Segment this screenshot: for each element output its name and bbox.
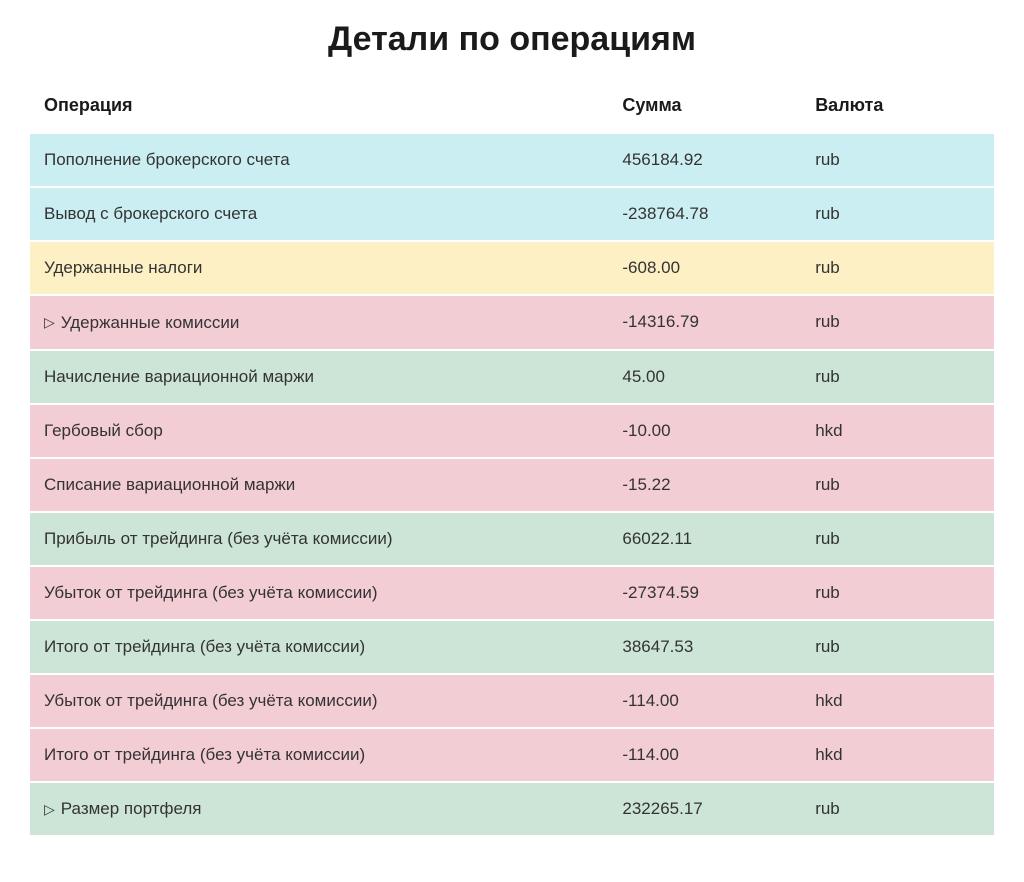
cell-currency: rub [801, 295, 994, 350]
table-row: Вывод с брокерского счета-238764.78rub [30, 187, 994, 241]
table-row: Итого от трейдинга (без учёта комиссии)3… [30, 620, 994, 674]
cell-sum: -608.00 [608, 241, 801, 295]
cell-sum: -14316.79 [608, 295, 801, 350]
table-row: Списание вариационной маржи-15.22rub [30, 458, 994, 512]
cell-sum: 456184.92 [608, 133, 801, 187]
cell-currency: rub [801, 241, 994, 295]
cell-operation: Убыток от трейдинга (без учёта комиссии) [30, 566, 608, 620]
cell-currency: rub [801, 512, 994, 566]
table-header-row: Операция Сумма Валюта [30, 83, 994, 133]
table-row: Убыток от трейдинга (без учёта комиссии)… [30, 566, 994, 620]
cell-operation: Прибыль от трейдинга (без учёта комиссии… [30, 512, 608, 566]
cell-currency: hkd [801, 728, 994, 782]
page-title: Детали по операциям [30, 20, 994, 59]
table-row: Итого от трейдинга (без учёта комиссии)-… [30, 728, 994, 782]
column-header-sum: Сумма [608, 83, 801, 133]
cell-sum: -238764.78 [608, 187, 801, 241]
cell-currency: rub [801, 620, 994, 674]
cell-operation: Убыток от трейдинга (без учёта комиссии) [30, 674, 608, 728]
table-row: Пополнение брокерского счета456184.92rub [30, 133, 994, 187]
table-row: Гербовый сбор-10.00hkd [30, 404, 994, 458]
table-row: Прибыль от трейдинга (без учёта комиссии… [30, 512, 994, 566]
cell-currency: rub [801, 350, 994, 404]
cell-operation: Гербовый сбор [30, 404, 608, 458]
cell-currency: rub [801, 133, 994, 187]
cell-currency: rub [801, 458, 994, 512]
operations-table: Операция Сумма Валюта Пополнение брокерс… [30, 83, 994, 835]
cell-currency: hkd [801, 674, 994, 728]
table-row: Убыток от трейдинга (без учёта комиссии)… [30, 674, 994, 728]
cell-sum: -114.00 [608, 674, 801, 728]
cell-sum: -15.22 [608, 458, 801, 512]
cell-operation: Пополнение брокерского счета [30, 133, 608, 187]
cell-operation: Списание вариационной маржи [30, 458, 608, 512]
expandable-label[interactable]: ▷ Удержанные комиссии [44, 313, 239, 333]
table-row: Удержанные налоги-608.00rub [30, 241, 994, 295]
cell-operation: ▷ Удержанные комиссии [30, 295, 608, 350]
table-row[interactable]: ▷ Размер портфеля 232265.17rub [30, 782, 994, 836]
cell-sum: -114.00 [608, 728, 801, 782]
cell-currency: rub [801, 566, 994, 620]
expandable-label[interactable]: ▷ Размер портфеля [44, 799, 201, 819]
cell-operation: Начисление вариационной маржи [30, 350, 608, 404]
cell-sum: 38647.53 [608, 620, 801, 674]
cell-sum: 45.00 [608, 350, 801, 404]
cell-sum: 232265.17 [608, 782, 801, 836]
cell-operation: Вывод с брокерского счета [30, 187, 608, 241]
operation-label: Удержанные комиссии [61, 313, 240, 333]
cell-sum: 66022.11 [608, 512, 801, 566]
cell-sum: -27374.59 [608, 566, 801, 620]
cell-operation: Удержанные налоги [30, 241, 608, 295]
expand-icon: ▷ [44, 314, 55, 331]
table-row[interactable]: ▷ Удержанные комиссии -14316.79rub [30, 295, 994, 350]
cell-currency: hkd [801, 404, 994, 458]
expand-icon: ▷ [44, 801, 55, 818]
cell-operation: Итого от трейдинга (без учёта комиссии) [30, 728, 608, 782]
cell-operation: ▷ Размер портфеля [30, 782, 608, 836]
column-header-operation: Операция [30, 83, 608, 133]
table-row: Начисление вариационной маржи45.00rub [30, 350, 994, 404]
cell-sum: -10.00 [608, 404, 801, 458]
operation-label: Размер портфеля [61, 799, 202, 819]
cell-currency: rub [801, 782, 994, 836]
column-header-currency: Валюта [801, 83, 994, 133]
cell-operation: Итого от трейдинга (без учёта комиссии) [30, 620, 608, 674]
cell-currency: rub [801, 187, 994, 241]
